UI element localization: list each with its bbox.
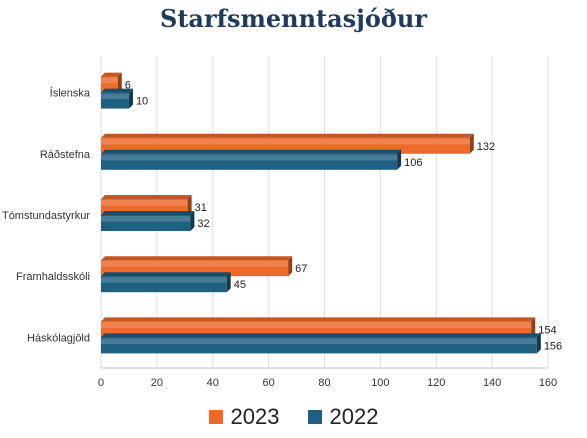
legend-label-2023: 2023 [230, 404, 280, 429]
chart-legend: 2023 2022 [0, 404, 587, 430]
bar-side-2023-1 [469, 133, 474, 154]
bar-shine-2023-0 [101, 77, 118, 84]
bar-2022-1 [101, 153, 398, 170]
category-label: Ráðstefna [40, 149, 91, 161]
bar-shine-2022-3 [101, 277, 227, 283]
bar-shine-2023-1 [101, 138, 470, 145]
legend-swatch-2023 [208, 410, 223, 424]
legend-item-2022: 2022 [307, 404, 379, 430]
legend-item-2023: 2023 [208, 404, 280, 430]
bar-side-2022-2 [190, 211, 195, 231]
bar-shine-2022-2 [101, 216, 191, 222]
bar-shine-2022-4 [101, 338, 537, 344]
x-tick-label: 140 [483, 377, 501, 389]
data-label-2022-0: 10 [136, 96, 148, 108]
x-tick-label: 40 [207, 377, 219, 389]
bar-shine-2022-1 [101, 154, 398, 161]
category-label: Íslenska [50, 87, 91, 100]
bar-shine-2023-2 [101, 200, 188, 206]
bar-2022-2 [101, 215, 191, 231]
data-label-2022-3: 45 [234, 279, 246, 291]
bar-top-2022-3 [101, 272, 231, 277]
bar-2022-0 [101, 92, 129, 109]
bar-side-2022-4 [536, 333, 541, 354]
bar-2022-4 [101, 337, 537, 354]
bar-top-2023-0 [101, 72, 122, 77]
data-label-2023-4: 154 [538, 324, 556, 336]
x-tick-label: 0 [98, 377, 104, 389]
bar-top-2022-2 [101, 211, 195, 215]
data-label-2022-2: 32 [197, 218, 209, 230]
bar-2022-3 [101, 276, 227, 293]
legend-label-2022: 2022 [329, 404, 379, 429]
x-tick-label: 20 [151, 377, 163, 389]
bar-side-2023-4 [531, 317, 536, 338]
data-label-2023-0: 6 [125, 80, 131, 92]
bar-top-2023-2 [101, 195, 192, 199]
data-label-2022-4: 156 [544, 340, 562, 352]
x-tick-label: 60 [263, 377, 275, 389]
bar-top-2023-4 [101, 317, 536, 322]
bar-shine-2023-4 [101, 322, 532, 328]
data-label-2022-1: 106 [404, 157, 422, 169]
bar-side-2023-0 [117, 72, 122, 93]
bar-top-2023-1 [101, 133, 474, 138]
bar-top-2023-3 [101, 256, 293, 261]
bar-top-2022-4 [101, 333, 541, 338]
category-label: Tómstundastyrkur [2, 210, 90, 222]
x-tick-label: 160 [539, 377, 557, 389]
chart-title: Starfsmenntasjóður [160, 4, 427, 33]
x-tick-label: 80 [318, 377, 330, 389]
bar-side-2023-3 [288, 256, 293, 277]
x-tick-label: 100 [371, 377, 389, 389]
bar-side-2023-2 [187, 195, 192, 215]
bar-shine-2022-0 [101, 93, 129, 100]
x-tick-label: 120 [427, 377, 445, 389]
bar-side-2022-0 [128, 88, 133, 109]
category-label: Háskólagjöld [27, 332, 90, 344]
bar-shine-2023-3 [101, 261, 289, 267]
data-label-2023-3: 67 [295, 263, 307, 275]
data-label-2023-1: 132 [477, 141, 495, 153]
bar-side-2022-1 [397, 149, 402, 170]
bar-top-2022-0 [101, 88, 133, 93]
category-label: Framhaldsskóli [16, 271, 90, 283]
legend-swatch-2022 [307, 410, 322, 424]
bar-side-2022-3 [226, 272, 231, 293]
data-label-2023-2: 31 [195, 202, 207, 214]
bar-top-2022-1 [101, 149, 402, 154]
